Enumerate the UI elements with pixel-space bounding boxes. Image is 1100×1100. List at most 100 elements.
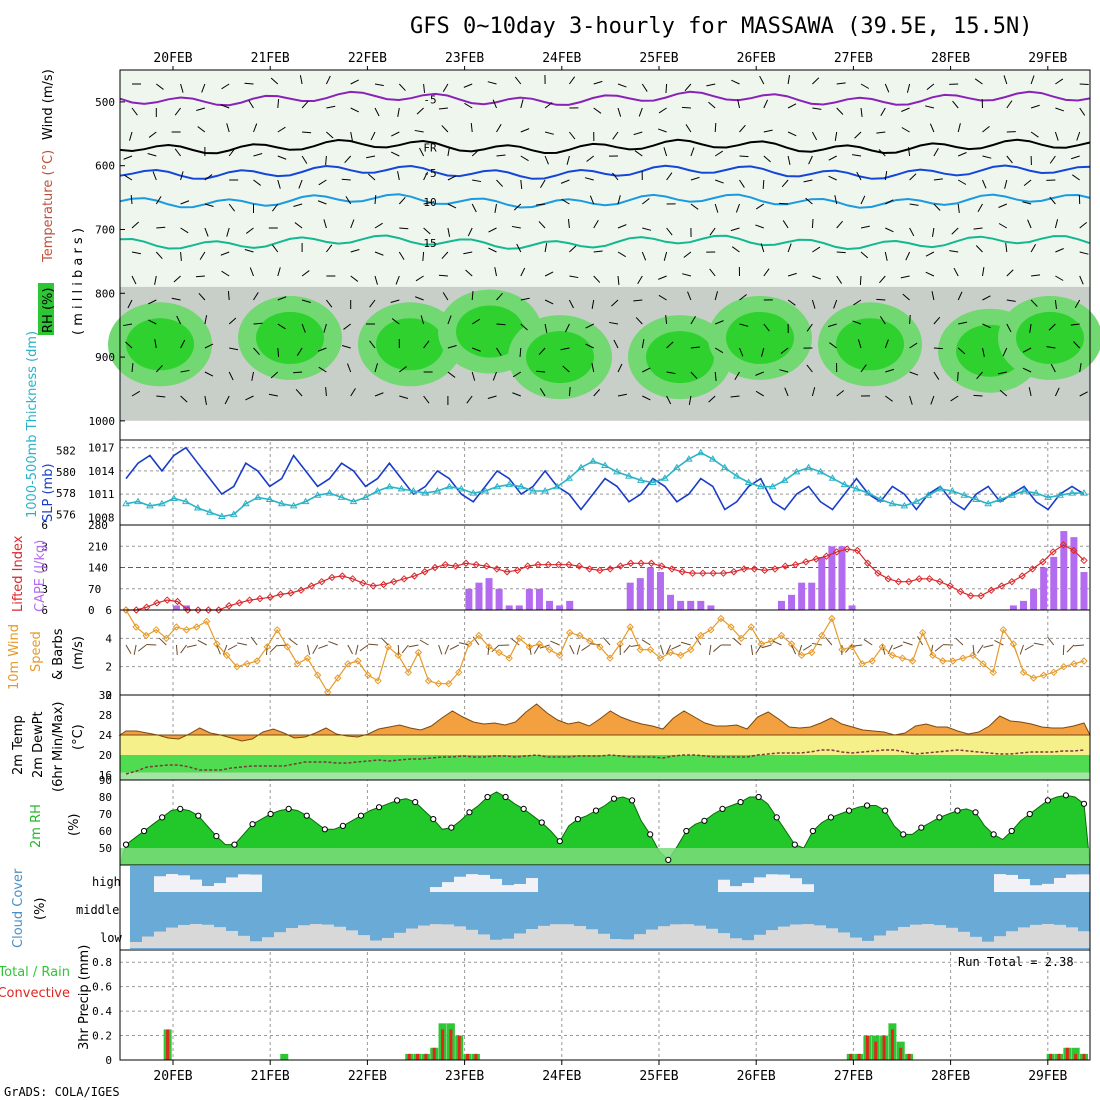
wind-barb — [739, 155, 749, 158]
isotherm-line — [119, 138, 1091, 155]
temp-tick: 20 — [99, 749, 112, 762]
wind-barb — [933, 316, 941, 325]
wind-barb — [617, 363, 623, 373]
surface-wind-barb — [972, 644, 975, 655]
wind-speed-point — [646, 645, 655, 654]
label-barbs: & Barbs — [51, 628, 66, 680]
rh-point — [845, 807, 853, 814]
wind-barb — [715, 179, 724, 184]
thickness-tick: 580 — [56, 466, 76, 479]
precip-bar-convective — [1082, 1053, 1086, 1060]
li-point — [256, 594, 264, 603]
rh-point — [303, 812, 310, 819]
surface-wind-barb — [863, 638, 873, 646]
low-cloud-bar — [1054, 924, 1066, 948]
low-cloud-bar — [478, 934, 490, 948]
low-cloud-bar — [634, 934, 646, 948]
wind-barb — [466, 395, 473, 404]
wind-speed-point — [354, 657, 362, 665]
rh-legend-swatch — [38, 283, 54, 335]
wind-barb — [1030, 75, 1035, 85]
low-cloud-bar — [274, 932, 286, 948]
wind-barb — [690, 176, 700, 181]
wind-barb — [931, 291, 935, 301]
wind-barb — [902, 293, 910, 301]
li-tick: 3 — [41, 583, 48, 596]
high-cloud-bar — [1066, 874, 1078, 892]
wind-barb — [520, 99, 524, 109]
wind-barb — [633, 299, 643, 302]
rh-point — [791, 841, 798, 848]
wind-barb — [471, 371, 476, 381]
high-cloud-bar — [166, 874, 178, 892]
rh-point — [556, 838, 563, 845]
wind-barb — [277, 126, 286, 133]
wind-barb — [860, 107, 863, 117]
li-point — [750, 565, 759, 573]
wind-barb — [447, 203, 457, 209]
wind-barb — [933, 347, 943, 350]
date-label-top: 28FEB — [931, 51, 970, 66]
wind-barb — [399, 227, 409, 230]
li-point — [915, 575, 923, 583]
wind-barb — [973, 394, 983, 397]
precip-bar-convective — [432, 1047, 436, 1060]
low-cloud-bar — [886, 930, 898, 948]
high-cloud-bar — [430, 887, 442, 892]
precip-bar-convective — [857, 1053, 861, 1060]
low-cloud-bar — [658, 926, 670, 948]
label-lifted-index: Lifted Index — [11, 535, 26, 612]
wind-barb — [325, 155, 327, 166]
wind-barb — [568, 76, 576, 85]
wind-speed-point — [999, 626, 1008, 634]
wind-barb — [442, 83, 449, 92]
wind-barb — [471, 290, 474, 301]
rh-point — [339, 822, 347, 830]
wind-barb — [763, 268, 770, 277]
wind-barb — [688, 395, 692, 405]
wind-barb — [294, 222, 303, 229]
rh-point — [267, 810, 274, 818]
li-point — [719, 569, 728, 577]
wind-barb — [301, 100, 309, 109]
surface-wind-barb — [755, 644, 762, 654]
wind-barb — [350, 219, 355, 229]
wind-barb — [561, 198, 570, 205]
wind-barb — [463, 251, 473, 255]
surface-wind-barb — [408, 644, 419, 648]
low-cloud-bar — [1066, 927, 1078, 948]
wind-barb — [301, 323, 306, 333]
wind-barb — [1006, 100, 1013, 109]
surface-wind-barb — [175, 644, 178, 656]
wind-barb — [1030, 131, 1039, 138]
wind-barb — [734, 371, 740, 380]
surface-wind-barb — [380, 637, 389, 646]
wind-barb — [301, 299, 311, 303]
wind-barb — [398, 366, 407, 373]
wind-barb — [565, 323, 570, 333]
wind-barb — [323, 323, 327, 333]
label-wind-unit: (m/s) — [71, 636, 86, 670]
cape-bar — [505, 605, 513, 610]
slp-tick: 1014 — [88, 465, 115, 478]
date-label-top: 23FEB — [445, 51, 484, 66]
wind-barb — [1030, 104, 1040, 109]
wind-barb — [957, 123, 961, 133]
wind-barb — [641, 339, 645, 349]
wind-barb — [684, 83, 692, 92]
li-point — [544, 560, 553, 569]
high-cloud-bar — [442, 882, 454, 892]
rh-blob-core — [456, 305, 524, 358]
wind-barb — [350, 275, 359, 282]
wind-barb — [391, 318, 400, 325]
wind-barb — [1079, 107, 1086, 116]
wind-speed-point — [828, 614, 836, 623]
low-cloud-bar — [142, 936, 154, 948]
surface-wind-barb — [459, 642, 469, 646]
isotherm-line — [119, 234, 1091, 251]
wind-barb — [658, 107, 667, 114]
surface-wind-barb — [581, 644, 591, 652]
low-cloud-bar — [238, 935, 250, 948]
rh-point — [773, 814, 780, 821]
surface-wind-barb — [1062, 644, 1065, 656]
